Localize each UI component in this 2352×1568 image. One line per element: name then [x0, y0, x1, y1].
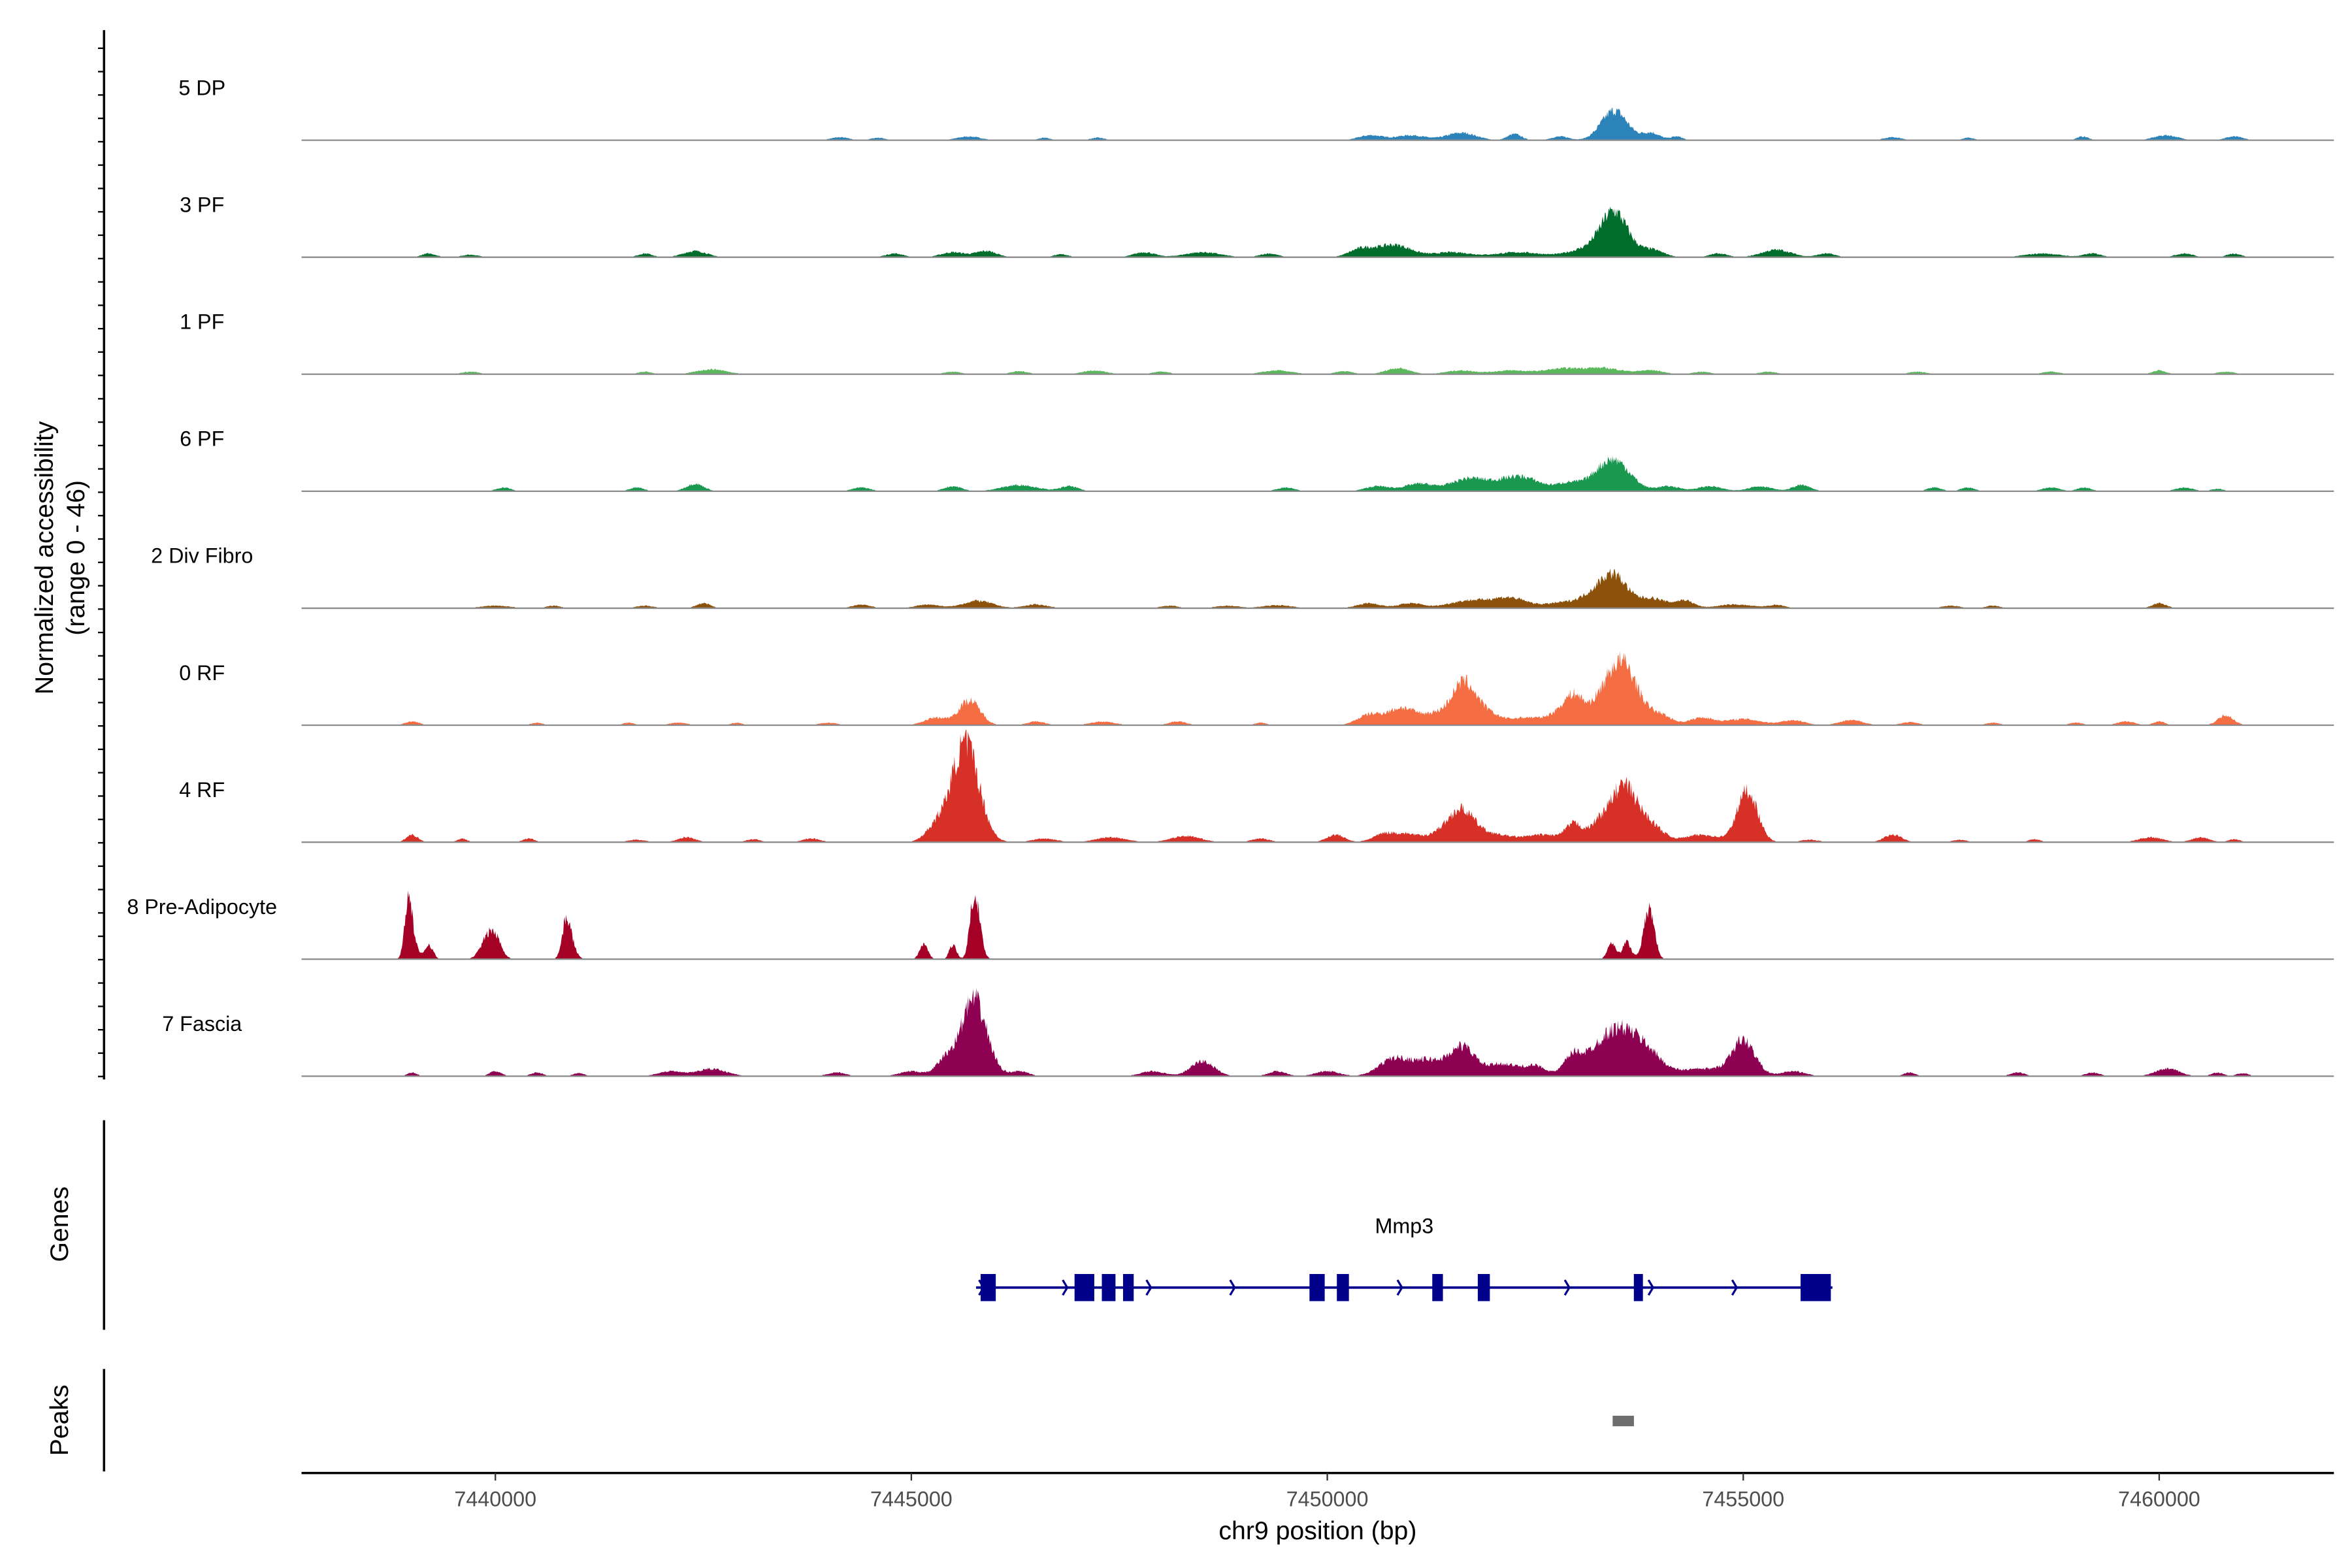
peak-region	[1612, 1415, 1634, 1427]
gene-mmp3: Mmp3	[975, 1215, 1833, 1301]
gene-exon	[1477, 1274, 1490, 1301]
x-tick-label: 7460000	[2118, 1487, 2200, 1511]
strand-arrow-icon	[1145, 1279, 1152, 1296]
strand-arrow-icon	[1062, 1279, 1069, 1296]
track-label: 7 Fascia	[162, 1012, 242, 1036]
coverage-tracks: 5 DP 3 PF 1 PF 6 PF 2 Div Fibro 0 RF 4 RF 8 Pre…	[127, 76, 2334, 1077]
y-axis-title-line1: Normalized accessibility	[30, 421, 59, 694]
gene-exon	[1309, 1274, 1325, 1301]
peaks-track	[1612, 1415, 1634, 1427]
coverage-area	[301, 988, 2334, 1077]
track-7-fascia: 7 Fascia	[162, 988, 2334, 1077]
coverage-area	[301, 206, 2334, 257]
track-8-pre-adipocyte: 8 Pre-Adipocyte	[127, 890, 2334, 960]
gene-exon	[1800, 1274, 1831, 1301]
strand-arrow-icon	[1396, 1279, 1403, 1296]
x-axis-ticks: 7440000 7445000 7450000 7455000 7460000	[454, 1473, 2200, 1511]
coverage-area	[301, 651, 2334, 725]
track-4-rf: 4 RF	[179, 730, 2334, 843]
y-axis	[98, 30, 105, 1080]
track-label: 1 PF	[180, 310, 224, 334]
x-tick-label: 7445000	[870, 1487, 953, 1511]
strand-arrow-icon	[1647, 1279, 1654, 1296]
track-label: 5 DP	[178, 76, 225, 99]
x-tick-label: 7450000	[1286, 1487, 1369, 1511]
track-label: 4 RF	[179, 778, 225, 802]
gene-exon	[980, 1274, 996, 1301]
track-3-pf: 3 PF	[180, 193, 2334, 258]
track-5-dp: 5 DP	[178, 76, 2334, 141]
x-tick-label: 7455000	[1702, 1487, 1784, 1511]
gene-label: Mmp3	[1375, 1215, 1433, 1238]
x-axis-title: chr9 position (bp)	[1218, 1516, 1416, 1545]
coverage-area	[301, 730, 2334, 843]
gene-exon	[1432, 1274, 1443, 1301]
x-tick-label: 7440000	[454, 1487, 536, 1511]
genes-panel-label: Genes	[45, 1186, 74, 1262]
gene-exon	[1633, 1274, 1643, 1301]
coverage-area	[301, 367, 2334, 374]
strand-arrow-icon	[1563, 1279, 1571, 1296]
track-label: 2 Div Fibro	[151, 544, 253, 568]
coverage-area	[301, 890, 2334, 960]
track-label: 8 Pre-Adipocyte	[127, 895, 277, 919]
gene-exon	[1122, 1274, 1134, 1301]
track-label: 3 PF	[180, 193, 224, 216]
strand-arrow-icon	[1229, 1279, 1236, 1296]
gene-exon	[1102, 1274, 1116, 1301]
coverage-area	[301, 107, 2334, 140]
coverage-area	[301, 455, 2334, 491]
track-label: 6 PF	[180, 427, 224, 451]
track-2-div-fibro: 2 Div Fibro	[151, 544, 2334, 610]
coverage-area	[301, 568, 2334, 608]
peaks-panel-label: Peaks	[45, 1384, 74, 1456]
y-axis-title-line2: (range 0 - 46)	[61, 480, 90, 636]
track-6-pf: 6 PF	[180, 427, 2334, 492]
gene-exon	[1074, 1274, 1094, 1301]
track-0-rf: 0 RF	[179, 651, 2334, 727]
genes-track: Mmp3	[975, 1215, 1833, 1301]
gene-exon	[1337, 1274, 1349, 1301]
track-label: 0 RF	[179, 661, 225, 685]
strand-arrow-icon	[1731, 1279, 1739, 1296]
track-1-pf: 1 PF	[180, 310, 2334, 375]
